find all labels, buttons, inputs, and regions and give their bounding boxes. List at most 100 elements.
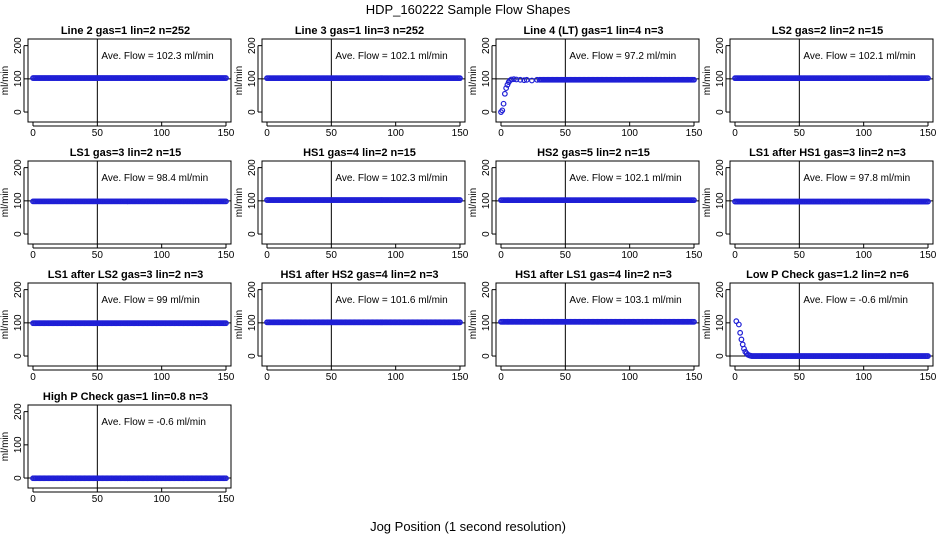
x-tick-label: 100	[387, 250, 404, 261]
data-point	[735, 321, 742, 328]
panel-title: HS1 gas=4 lin=2 n=15	[303, 147, 416, 159]
flow-panel: HS2 gas=5 lin=2 n=15 0 100 200 ml/min 0 50 100 1…	[468, 144, 703, 266]
flow-chart-svg: Line 3 gas=1 lin=3 n=252 0 100 200 ml/min 0 50…	[234, 25, 469, 139]
x-tick-label: 150	[218, 494, 235, 505]
x-tick-label: 50	[794, 128, 806, 139]
y-tick-label: 200	[481, 159, 492, 176]
y-axis-label: ml/min	[234, 66, 245, 95]
plot-frame	[495, 282, 700, 367]
y-tick-label: 200	[13, 159, 24, 176]
x-tick-label: 0	[30, 128, 36, 139]
x-tick-label: 50	[326, 250, 338, 261]
y-tick-label: 200	[481, 281, 492, 298]
average-flow-annotation: Ave. Flow = 101.6 ml/min	[335, 295, 447, 306]
plot-frame	[27, 404, 232, 489]
average-flow-annotation: Ave. Flow = 102.1 ml/min	[803, 51, 915, 62]
x-tick-label: 100	[153, 372, 170, 383]
y-tick-label: 200	[13, 403, 24, 420]
x-tick-label: 0	[498, 250, 504, 261]
x-tick-label: 100	[855, 372, 872, 383]
flow-panel: LS1 after HS1 gas=3 lin=2 n=3 0 100 200 ml/m…	[702, 144, 936, 266]
y-tick-label: 100	[247, 314, 258, 331]
plot-frame	[261, 282, 466, 367]
x-tick-label: 50	[92, 372, 104, 383]
plot-frame	[729, 160, 934, 245]
x-tick-label: 0	[30, 494, 36, 505]
plot-frame	[495, 38, 700, 123]
panel-title: Low P Check gas=1.2 lin=2 n=6	[746, 269, 909, 281]
plot-frame	[27, 282, 232, 367]
data-point	[223, 320, 229, 327]
x-tick-label: 50	[326, 372, 338, 383]
flow-chart-svg: LS1 after LS2 gas=3 lin=2 n=3 0 100 200 ml/m…	[0, 269, 235, 383]
average-flow-annotation: Ave. Flow = -0.6 ml/min	[803, 295, 908, 306]
panel-title: Line 3 gas=1 lin=3 n=252	[295, 25, 424, 37]
flow-panel: High P Check gas=1 lin=0.8 n=3 0 100 200 ml/…	[0, 388, 235, 510]
x-tick-label: 0	[264, 372, 270, 383]
panel-title: HS1 after HS2 gas=4 lin=2 n=3	[280, 269, 438, 281]
data-point	[925, 353, 931, 359]
y-axis-label: ml/min	[0, 310, 11, 339]
y-tick-label: 0	[247, 353, 258, 359]
flow-chart-svg: High P Check gas=1 lin=0.8 n=3 0 100 200 ml/…	[0, 391, 235, 505]
data-point	[501, 90, 508, 97]
average-flow-annotation: Ave. Flow = 103.1 ml/min	[569, 295, 681, 306]
data-point	[223, 475, 229, 482]
flow-panel: Low P Check gas=1.2 lin=2 n=6 0 100 200 ml/m…	[702, 266, 936, 388]
y-tick-label: 100	[247, 70, 258, 87]
y-axis-label: ml/min	[702, 188, 713, 217]
flow-panel: LS1 gas=3 lin=2 n=15 0 100 200 ml/min 0 50 100 1…	[0, 144, 235, 266]
data-point	[223, 198, 229, 205]
flow-chart-svg: HS2 gas=5 lin=2 n=15 0 100 200 ml/min 0 50 100 1…	[468, 147, 703, 261]
x-tick-label: 100	[621, 372, 638, 383]
y-tick-label: 0	[247, 109, 258, 115]
x-tick-label: 150	[218, 128, 235, 139]
data-point	[741, 345, 747, 352]
flow-panel: LS2 gas=2 lin=2 n=15 0 100 200 ml/min 0 50 100 1…	[702, 22, 936, 144]
average-flow-annotation: Ave. Flow = 99 ml/min	[101, 295, 199, 306]
y-tick-label: 200	[715, 159, 726, 176]
panel-title: LS1 after HS1 gas=3 lin=2 n=3	[749, 147, 906, 159]
average-flow-annotation: Ave. Flow = 97.2 ml/min	[569, 51, 676, 62]
average-flow-annotation: Ave. Flow = 98.4 ml/min	[101, 173, 208, 184]
y-axis-label: ml/min	[702, 66, 713, 95]
flow-chart-svg: Line 4 (LT) gas=1 lin=4 n=3 0 100 200 ml/min…	[468, 25, 703, 139]
x-tick-label: 50	[794, 372, 806, 383]
x-tick-label: 150	[686, 250, 703, 261]
y-tick-label: 200	[481, 37, 492, 54]
x-tick-label: 0	[732, 250, 738, 261]
average-flow-annotation: Ave. Flow = 102.3 ml/min	[335, 173, 447, 184]
flow-chart-svg: HS1 gas=4 lin=2 n=15 0 100 200 ml/min 0 50 100 1…	[234, 147, 469, 261]
x-tick-label: 150	[452, 250, 469, 261]
x-tick-label: 50	[560, 372, 572, 383]
flow-chart-svg: HS1 after HS2 gas=4 lin=2 n=3 0 100 200 ml/m…	[234, 269, 469, 383]
data-point	[457, 319, 463, 326]
x-tick-label: 0	[30, 372, 36, 383]
panel-title: HS1 after LS1 gas=4 lin=2 n=3	[515, 269, 672, 281]
plot-frame	[729, 282, 934, 367]
y-axis-label: ml/min	[468, 188, 479, 217]
flow-panel: HS1 after HS2 gas=4 lin=2 n=3 0 100 200 ml/m…	[234, 266, 469, 388]
x-tick-label: 150	[920, 128, 936, 139]
x-tick-label: 0	[732, 128, 738, 139]
data-point	[737, 329, 744, 336]
y-axis-label: ml/min	[0, 188, 11, 217]
data-point	[513, 76, 520, 83]
data-point	[517, 76, 524, 83]
x-tick-label: 50	[560, 250, 572, 261]
data-point	[500, 100, 507, 107]
y-tick-label: 100	[481, 314, 492, 331]
x-tick-label: 0	[732, 372, 738, 383]
y-tick-label: 100	[13, 436, 24, 453]
y-axis-label: ml/min	[234, 310, 245, 339]
x-tick-label: 100	[621, 128, 638, 139]
x-tick-label: 100	[153, 494, 170, 505]
y-tick-label: 100	[481, 70, 492, 87]
y-tick-label: 0	[13, 353, 24, 359]
data-point	[523, 76, 530, 83]
data-point	[457, 197, 463, 203]
x-tick-label: 0	[498, 128, 504, 139]
plot-frame	[495, 160, 700, 245]
plot-frame	[729, 38, 934, 123]
x-tick-label: 150	[686, 372, 703, 383]
